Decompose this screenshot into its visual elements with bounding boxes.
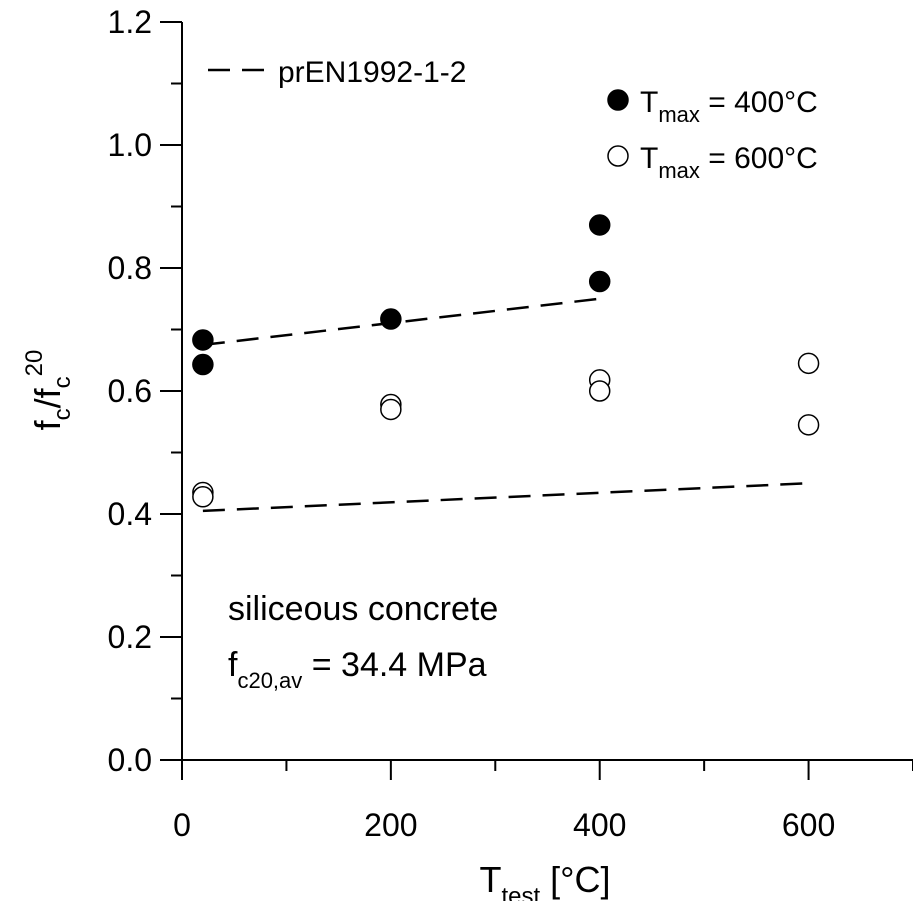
point-open xyxy=(380,398,402,421)
point-open xyxy=(588,380,611,402)
legend-marker-open xyxy=(607,145,629,167)
x-tick-label: 0 xyxy=(173,807,191,843)
point-filled xyxy=(192,329,214,351)
point-open xyxy=(192,486,214,508)
legend-marker-filled xyxy=(607,89,629,111)
point-filled xyxy=(588,214,611,236)
x-axis-label: Ttest [°C] xyxy=(479,859,610,901)
x-tick-label: 600 xyxy=(782,807,835,843)
point-open xyxy=(797,414,820,436)
ticks: 0.0 0.2 0.4 0.6 0.8 1.0 1.2 0 200 400 600 xyxy=(108,4,913,843)
y-axis-label: fc/fc20 xyxy=(21,350,76,431)
annotation-material: siliceous concrete xyxy=(228,590,498,628)
legend: prEN1992-1-2 Tmax = 400°C Tmax = 600°C xyxy=(208,56,818,183)
legend-label-filled: Tmax = 400°C xyxy=(640,86,818,127)
y-tick-label: 0.8 xyxy=(108,250,152,286)
y-tick-label: 0.2 xyxy=(108,619,152,655)
point-open xyxy=(797,352,820,375)
y-tick-label: 0.0 xyxy=(108,742,152,778)
x-tick-label: 200 xyxy=(364,807,417,843)
dashed-line-1 xyxy=(202,482,809,513)
legend-label-dashed: prEN1992-1-2 xyxy=(278,56,466,89)
y-tick-label: 0.4 xyxy=(108,496,152,532)
point-filled xyxy=(588,270,611,293)
annotation: siliceous concrete fc20,av = 34.4 MPa xyxy=(228,590,498,693)
point-filled xyxy=(380,308,402,330)
annotation-strength: fc20,av = 34.4 MPa xyxy=(228,646,487,693)
y-tick-label: 1.2 xyxy=(108,4,152,40)
legend-label-open: Tmax = 600°C xyxy=(640,142,818,183)
y-tick-label: 0.6 xyxy=(108,373,152,409)
x-tick-label: 400 xyxy=(573,807,626,843)
point-filled xyxy=(192,353,214,376)
data-marks xyxy=(192,214,820,513)
axes xyxy=(181,22,913,761)
y-tick-label: 1.0 xyxy=(108,127,152,163)
dashed-line-0 xyxy=(202,297,600,347)
